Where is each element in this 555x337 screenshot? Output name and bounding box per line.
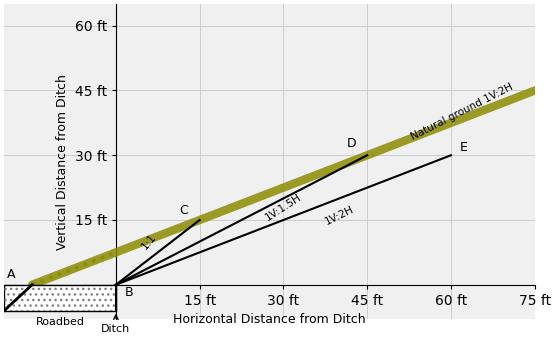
Text: Ditch: Ditch [101,315,130,334]
Text: 1V:1.5H: 1V:1.5H [264,192,303,222]
Text: Roadbed: Roadbed [36,317,84,327]
Y-axis label: Vertical Distance from Ditch: Vertical Distance from Ditch [56,74,69,250]
Bar [4,285,116,311]
Text: A: A [7,268,16,281]
X-axis label: Horizontal Distance from Ditch: Horizontal Distance from Ditch [173,313,366,326]
Text: 1V:2H: 1V:2H [323,205,355,227]
Text: C: C [180,204,189,216]
Text: 1:1: 1:1 [140,232,159,251]
Text: Natural ground 1V:2H: Natural ground 1V:2H [410,82,515,142]
Text: D: D [346,136,356,150]
Text: B: B [124,285,133,299]
Text: E: E [460,141,467,154]
Bar [4,285,116,311]
